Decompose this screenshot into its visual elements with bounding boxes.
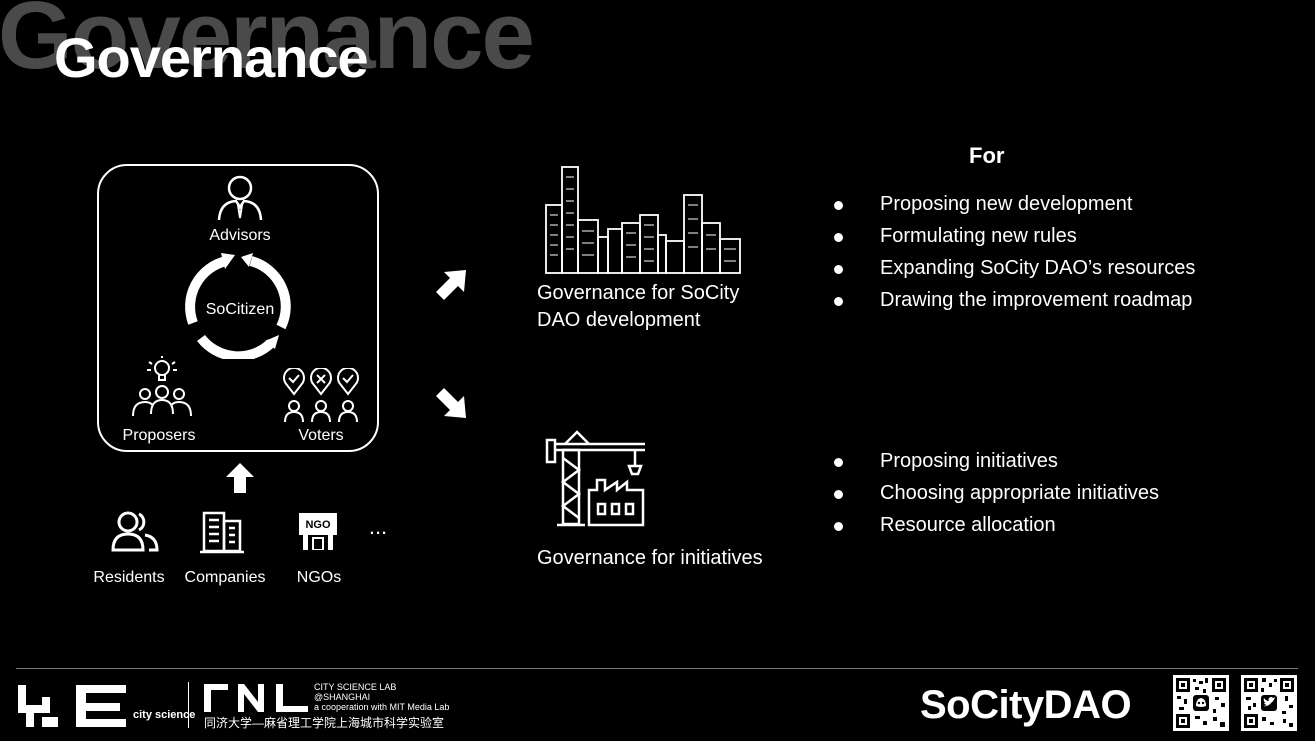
- socitizen-box: [97, 164, 379, 452]
- arrow-up-right-icon: [436, 270, 466, 300]
- list-item: Choosing appropriate initiatives: [834, 482, 1159, 514]
- for-heading: For: [969, 143, 1005, 168]
- page-title: Governance: [54, 26, 369, 89]
- arrow-down-right-icon: [436, 388, 466, 418]
- csl-line2: @SHANGHAI: [314, 692, 371, 702]
- bullet-dot: [834, 297, 843, 306]
- init-bullet-list: Proposing initiatives Choosing appropria…: [834, 450, 1159, 546]
- list-item: Drawing the improvement roadmap: [834, 289, 1195, 321]
- csl-line1: CITY SCIENCE LAB: [314, 682, 397, 692]
- dev-bullet-list: Proposing new development Formulating ne…: [834, 193, 1195, 321]
- list-item: Expanding SoCity DAO’s resources: [834, 257, 1195, 289]
- logo-separator: [188, 682, 189, 728]
- twitter-qr-code[interactable]: [1241, 675, 1297, 731]
- bullet-dot: [834, 490, 843, 499]
- list-item: Formulating new rules: [834, 225, 1195, 257]
- footer-divider: [16, 668, 1298, 669]
- socitizen-label: SoCitizen: [205, 301, 275, 318]
- bullet-dot: [834, 201, 843, 210]
- advisors-label: Advisors: [209, 227, 271, 244]
- bullet-dot: [834, 233, 843, 242]
- ngo-icon: NGO: [299, 513, 337, 550]
- proposers-label: Proposers: [122, 427, 196, 444]
- list-item: Resource allocation: [834, 514, 1159, 546]
- brand-name: SoCityDAO: [920, 683, 1132, 727]
- residents-label: Residents: [93, 569, 165, 586]
- companies-label: Companies: [184, 569, 266, 586]
- background-title: Governance: [0, 0, 535, 89]
- bullet-dot: [834, 265, 843, 274]
- arrow-up-icon: [226, 463, 254, 493]
- csl-line3: a cooperation with MIT Media Lab: [314, 702, 450, 712]
- csl-logo: [204, 684, 308, 712]
- city-skyline-icon: [545, 166, 741, 274]
- voters-label: Voters: [298, 427, 344, 444]
- discord-qr-code[interactable]: [1173, 675, 1229, 731]
- list-item: Proposing initiatives: [834, 450, 1159, 482]
- city-science-logo: [18, 685, 126, 727]
- ngos-label: NGOs: [296, 569, 342, 586]
- list-item: Proposing new development: [834, 193, 1195, 225]
- governance-dev-title: Governance for SoCity DAO development: [537, 282, 740, 331]
- csl-chinese-name: 同济大学—麻省理工学院上海城市科学实验室: [204, 716, 445, 730]
- residents-icon: [111, 511, 159, 552]
- advisor-icon: [217, 175, 263, 221]
- proposers-icon: [132, 356, 192, 417]
- construction-crane-icon: [545, 430, 645, 527]
- bullet-dot: [834, 458, 843, 467]
- more-stakeholders: ...: [368, 514, 388, 539]
- voters-icon: [283, 368, 359, 423]
- city-science-text: city science: [133, 709, 196, 721]
- companies-icon: [200, 511, 244, 554]
- ngo-sign-text: NGO: [305, 519, 331, 531]
- governance-init-title: Governance for initiatives: [537, 547, 763, 569]
- cycle-arrows-icon: [185, 253, 291, 359]
- bullet-dot: [834, 522, 843, 531]
